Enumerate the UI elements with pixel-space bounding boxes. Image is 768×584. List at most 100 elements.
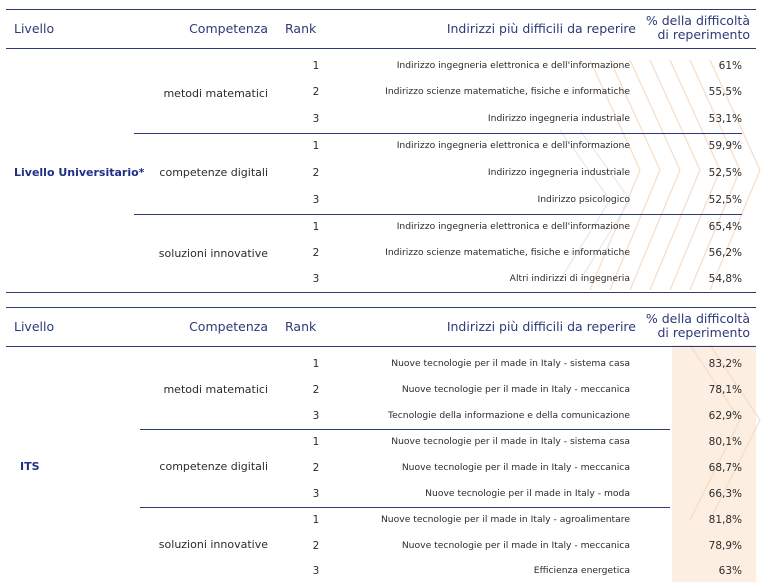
group-divider xyxy=(134,133,742,134)
indirizzo-cell: Indirizzo psicologico xyxy=(537,194,630,205)
indirizzo-cell: Altri indirizzi di ingegneria xyxy=(509,273,630,284)
indirizzo-cell: Nuove tecnologie per il made in Italy - … xyxy=(401,462,630,473)
pct-cell: 52,5% xyxy=(708,167,742,179)
rank-cell: 1 xyxy=(312,140,320,152)
pct-cell: 80,1% xyxy=(708,436,742,448)
header-top-rule xyxy=(6,307,756,308)
header-livello: Livello xyxy=(14,318,55,334)
header-pct-line1: % della difficoltà xyxy=(645,13,750,28)
header-percentuale: % della difficoltà di reperimento xyxy=(644,9,750,47)
header-bottom-rule xyxy=(6,346,756,347)
rank-cell: 1 xyxy=(312,221,320,233)
indirizzo-cell: Nuove tecnologie per il made in Italy - … xyxy=(401,384,630,395)
pct-cell: 83,2% xyxy=(708,358,742,370)
table-row: 1 Nuove tecnologie per il made in Italy … xyxy=(6,351,756,377)
pct-cell: 81,8% xyxy=(708,514,742,526)
pct-cell: 61% xyxy=(718,60,742,72)
pct-cell: 59,9% xyxy=(708,140,742,152)
livello-label: Livello Universitario* xyxy=(14,166,145,179)
header-pct-line2: di reperimento xyxy=(657,325,750,340)
pct-cell: 63% xyxy=(718,565,742,577)
pct-cell: 65,4% xyxy=(708,221,742,233)
rank-cell: 1 xyxy=(312,60,320,72)
header-rank: Rank xyxy=(285,20,317,36)
table-row: 2 Indirizzo scienze matematiche, fisiche… xyxy=(6,79,756,105)
table-row: 3 Indirizzo psicologico 52,5% xyxy=(6,187,756,213)
table-row: 1 Nuove tecnologie per il made in Italy … xyxy=(6,429,756,455)
header-top-rule xyxy=(6,9,756,10)
header-livello: Livello xyxy=(14,20,55,36)
table-row: 1 Indirizzo ingegneria elettronica e del… xyxy=(6,133,756,159)
header-percentuale: % della difficoltà di reperimento xyxy=(644,307,750,345)
indirizzo-cell: Tecnologie della informazione e della co… xyxy=(388,410,630,421)
pct-cell: 66,3% xyxy=(708,488,742,500)
indirizzo-cell: Efficienza energetica xyxy=(533,565,630,576)
table-row: 1 Indirizzo ingegneria elettronica e del… xyxy=(6,214,756,240)
pct-cell: 53,1% xyxy=(708,113,742,125)
table-row: 2 Nuove tecnologie per il made in Italy … xyxy=(6,455,756,481)
header-pct-line1: % della difficoltà xyxy=(645,311,750,326)
rank-cell: 3 xyxy=(312,565,320,577)
group-divider xyxy=(140,429,670,430)
table-row: 2 Nuove tecnologie per il made in Italy … xyxy=(6,533,756,559)
pct-cell: 68,7% xyxy=(708,462,742,474)
rank-cell: 1 xyxy=(312,514,320,526)
header-indirizzi: Indirizzi più difficili da reperire xyxy=(446,20,636,36)
indirizzo-cell: Nuove tecnologie per il made in Italy - … xyxy=(380,514,630,525)
rank-cell: 2 xyxy=(312,462,320,474)
header-bottom-rule xyxy=(6,48,756,49)
livello-label: ITS xyxy=(20,460,40,473)
competenza-label: soluzioni innovative xyxy=(158,538,268,551)
pct-cell: 78,9% xyxy=(708,540,742,552)
indirizzo-cell: Nuove tecnologie per il made in Italy - … xyxy=(391,358,630,369)
competenza-label: metodi matematici xyxy=(163,383,268,396)
group-divider xyxy=(140,507,670,508)
competenza-label: soluzioni innovative xyxy=(158,247,268,260)
rank-cell: 2 xyxy=(312,167,320,179)
indirizzo-cell: Nuove tecnologie per il made in Italy - … xyxy=(391,436,630,447)
competenza-label: competenze digitali xyxy=(159,460,268,473)
indirizzo-cell: Indirizzo ingegneria elettronica e dell'… xyxy=(396,60,630,71)
rank-cell: 3 xyxy=(312,194,320,206)
rank-cell: 1 xyxy=(312,436,320,448)
pct-cell: 54,8% xyxy=(708,273,742,285)
rank-cell: 2 xyxy=(312,384,320,396)
rank-cell: 2 xyxy=(312,86,320,98)
table-row: 1 Nuove tecnologie per il made in Italy … xyxy=(6,507,756,533)
pct-cell: 78,1% xyxy=(708,384,742,396)
competenza-label: metodi matematici xyxy=(163,87,268,100)
indirizzo-cell: Indirizzo scienze matematiche, fisiche e… xyxy=(385,86,630,97)
rank-cell: 3 xyxy=(312,113,320,125)
indirizzo-cell: Indirizzo ingegneria elettronica e dell'… xyxy=(396,140,630,151)
group-divider xyxy=(134,214,742,215)
rank-cell: 3 xyxy=(312,488,320,500)
header-rank: Rank xyxy=(285,318,317,334)
pct-cell: 62,9% xyxy=(708,410,742,422)
rank-cell: 3 xyxy=(312,410,320,422)
header-pct-line2: di reperimento xyxy=(657,27,750,42)
rank-cell: 3 xyxy=(312,273,320,285)
pct-cell: 52,5% xyxy=(708,194,742,206)
table-bottom-rule xyxy=(6,292,756,293)
header-competenza: Competenza xyxy=(189,20,268,36)
indirizzo-cell: Indirizzo ingegneria elettronica e dell'… xyxy=(396,221,630,232)
table-its: Livello Competenza Rank Indirizzi più di… xyxy=(6,307,756,582)
indirizzo-cell: Nuove tecnologie per il made in Italy - … xyxy=(401,540,630,551)
pct-cell: 56,2% xyxy=(708,247,742,259)
indirizzo-cell: Indirizzo scienze matematiche, fisiche e… xyxy=(385,247,630,258)
indirizzo-cell: Nuove tecnologie per il made in Italy - … xyxy=(425,488,630,499)
table-row: 2 Indirizzo scienze matematiche, fisiche… xyxy=(6,240,756,266)
indirizzo-cell: Indirizzo ingegneria industriale xyxy=(487,167,630,178)
table-row: 2 Indirizzo ingegneria industriale 52,5% xyxy=(6,160,756,186)
table-row: 2 Nuove tecnologie per il made in Italy … xyxy=(6,377,756,403)
header-competenza: Competenza xyxy=(189,318,268,334)
pct-cell: 55,5% xyxy=(708,86,742,98)
table-row: 3 Nuove tecnologie per il made in Italy … xyxy=(6,481,756,507)
table-row: 3 Altri indirizzi di ingegneria 54,8% xyxy=(6,266,756,292)
table-row: 3 Tecnologie della informazione e della … xyxy=(6,403,756,429)
competenza-label: competenze digitali xyxy=(159,166,268,179)
table-row: 3 Indirizzo ingegneria industriale 53,1% xyxy=(6,106,756,132)
table-row: 1 Indirizzo ingegneria elettronica e del… xyxy=(6,53,756,79)
table-row: 3 Efficienza energetica 63% xyxy=(6,558,756,584)
